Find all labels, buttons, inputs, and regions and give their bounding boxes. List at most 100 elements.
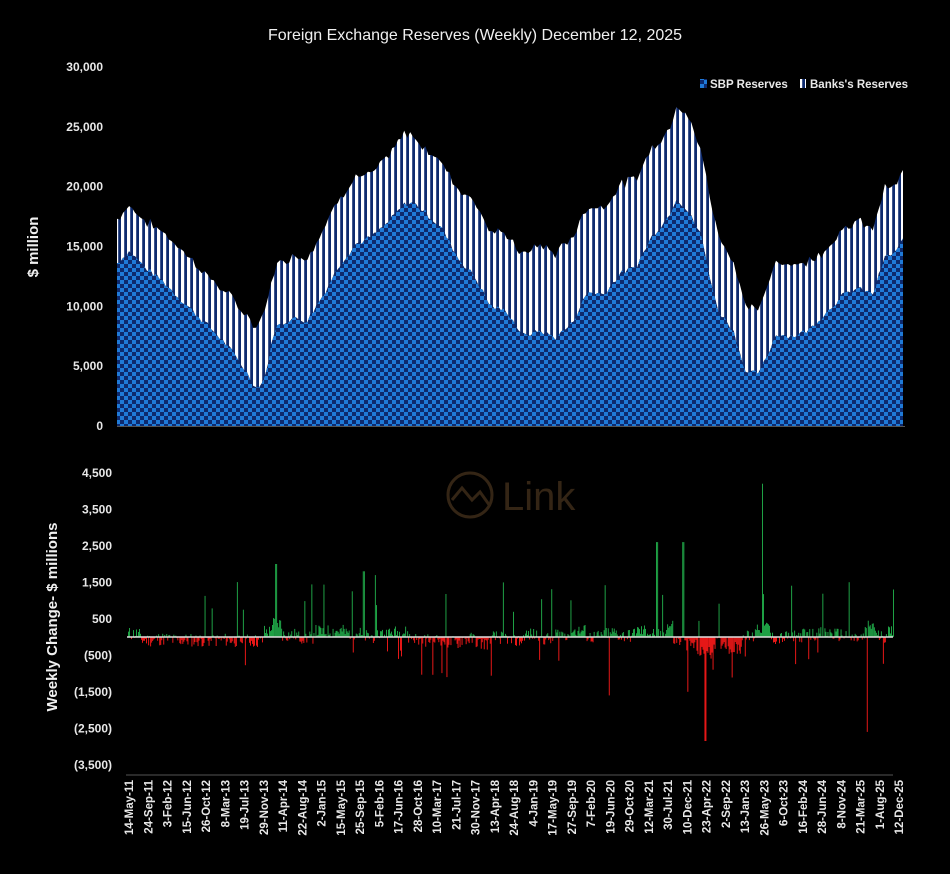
bar-positive xyxy=(864,627,866,637)
bar-positive xyxy=(611,628,613,637)
bar-negative xyxy=(254,637,255,646)
bar-negative xyxy=(253,637,254,647)
bottom-y-tick-label: (1,500) xyxy=(74,685,112,699)
bar-positive xyxy=(269,626,270,637)
bar-positive xyxy=(557,629,559,637)
bar-negative xyxy=(182,637,184,644)
bar-positive xyxy=(342,624,344,637)
bar-negative xyxy=(353,637,355,640)
bar-negative xyxy=(608,637,610,696)
bar-positive xyxy=(657,542,659,637)
bar-negative xyxy=(461,637,463,645)
bar-positive xyxy=(270,631,271,637)
bar-negative xyxy=(418,637,420,645)
bar-positive xyxy=(837,628,839,637)
bar-negative xyxy=(479,637,481,639)
bar-positive xyxy=(875,632,877,637)
bar-positive xyxy=(502,582,504,637)
bar-positive xyxy=(536,630,538,637)
bar-negative xyxy=(475,637,477,648)
bar-positive xyxy=(273,618,274,637)
bar-positive xyxy=(761,632,762,637)
bar-negative xyxy=(183,637,185,642)
bar-positive xyxy=(767,623,768,637)
bar-negative xyxy=(618,637,620,640)
bar-positive xyxy=(377,630,378,637)
bar-positive xyxy=(570,600,572,637)
bar-positive xyxy=(614,633,616,637)
bar-negative xyxy=(398,637,399,659)
bar-negative xyxy=(202,637,204,646)
bar-negative xyxy=(201,637,203,647)
x-tick-label: 19-Jul-13 xyxy=(240,780,252,830)
bar-positive xyxy=(891,626,892,637)
bar-negative xyxy=(752,637,754,642)
bar-positive xyxy=(173,634,175,637)
bar-negative xyxy=(838,637,840,642)
bar-negative xyxy=(850,637,852,641)
bar-positive xyxy=(317,634,319,637)
bar-negative xyxy=(181,637,183,640)
bar-positive xyxy=(770,632,771,637)
bar-negative xyxy=(783,637,784,639)
bar-negative xyxy=(720,637,722,649)
bar-negative xyxy=(146,637,147,644)
bar-positive xyxy=(224,633,226,637)
bar-negative xyxy=(234,637,236,647)
bar-negative xyxy=(455,637,457,640)
bar-positive xyxy=(294,628,296,637)
bar-negative xyxy=(817,637,819,653)
bar-negative xyxy=(194,637,196,642)
bar-positive xyxy=(831,633,833,637)
bar-negative xyxy=(299,637,301,642)
bar-negative xyxy=(708,637,710,647)
bar-negative xyxy=(558,637,560,661)
bar-negative xyxy=(784,637,785,641)
bar-negative xyxy=(779,637,780,644)
bar-negative xyxy=(209,637,211,640)
bar-negative xyxy=(629,637,631,642)
bar-negative xyxy=(477,637,479,640)
bar-negative xyxy=(680,637,682,642)
bar-negative xyxy=(684,637,686,641)
bar-positive xyxy=(246,634,248,637)
x-tick-label: 30-Nov-17 xyxy=(471,780,483,835)
bar-positive xyxy=(627,630,629,637)
bar-positive xyxy=(284,635,286,637)
bar-positive xyxy=(763,594,764,637)
bottom-y-tick-label: (2,500) xyxy=(74,721,112,735)
bar-negative xyxy=(400,637,401,651)
x-tick-label: 10-Mar-17 xyxy=(432,780,444,834)
x-tick-label: 8-Mar-13 xyxy=(220,780,232,827)
bar-positive xyxy=(869,625,871,637)
bar-negative xyxy=(184,637,186,640)
bar-positive xyxy=(555,629,557,637)
bar-negative xyxy=(795,637,797,665)
bar-positive xyxy=(622,632,624,637)
bar-positive xyxy=(390,633,391,637)
bar-negative xyxy=(200,637,202,639)
bar-positive xyxy=(513,611,514,637)
bar-positive xyxy=(129,628,130,637)
bar-positive xyxy=(376,605,377,637)
top-plot-area xyxy=(117,107,903,426)
bar-positive xyxy=(660,630,662,637)
bottom-y-tick-label: 1,500 xyxy=(82,575,112,589)
bar-negative xyxy=(706,637,708,652)
x-tick-label: 13-Apr-18 xyxy=(490,779,502,833)
bar-negative xyxy=(773,637,774,643)
bar-negative xyxy=(408,637,410,643)
bar-negative xyxy=(302,637,304,641)
bar-negative xyxy=(701,637,703,647)
bar-positive xyxy=(760,632,761,637)
bar-positive xyxy=(746,630,748,637)
bar-negative xyxy=(454,637,456,641)
bar-positive xyxy=(391,631,392,637)
bar-positive xyxy=(296,632,298,637)
bar-positive xyxy=(628,630,630,637)
bar-positive xyxy=(751,632,753,637)
x-tick-label: 1-Aug-25 xyxy=(875,779,887,829)
bar-positive xyxy=(798,632,800,637)
bar-negative xyxy=(145,637,146,639)
bar-negative xyxy=(157,637,159,641)
